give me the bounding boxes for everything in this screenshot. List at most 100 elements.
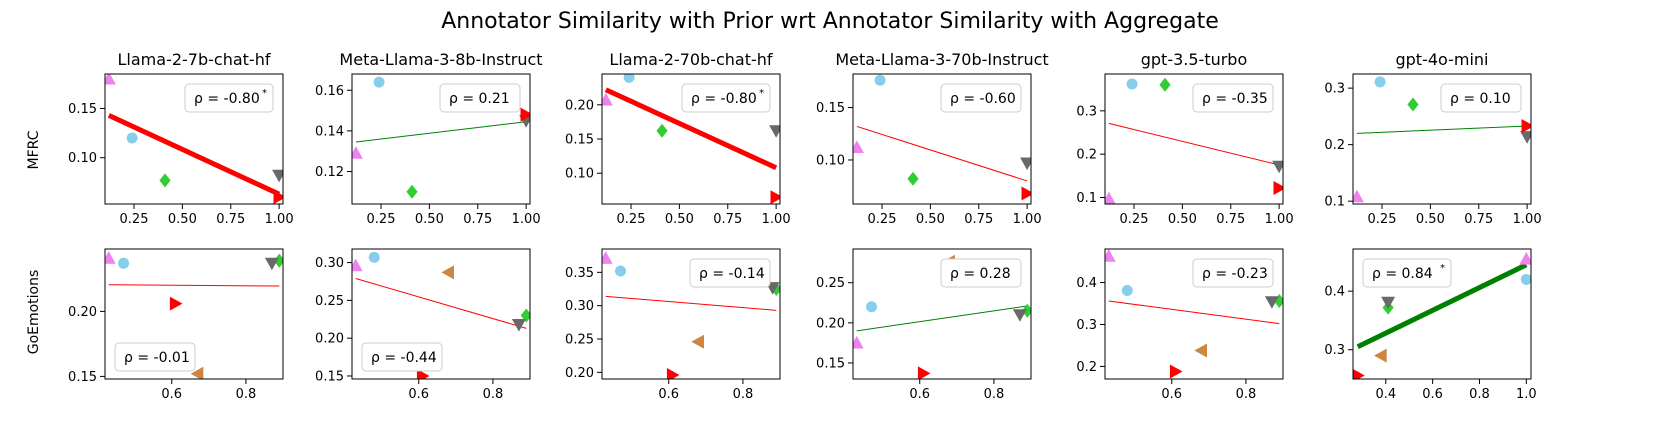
- x-tick-label: 1.00: [1265, 212, 1294, 227]
- panel-title: gpt-3.5-turbo: [1141, 50, 1248, 69]
- rho-label: ρ = -0.14: [699, 266, 765, 282]
- y-tick-label: 0.14: [315, 124, 344, 139]
- point-dimgray: [1264, 296, 1279, 309]
- axes-frame: [104, 248, 284, 380]
- rho-box: [1362, 258, 1452, 288]
- y-tick-label: 0.3: [1324, 82, 1345, 97]
- rho-label: ρ = -0.35: [1202, 91, 1268, 107]
- trend-line: [355, 121, 527, 143]
- axes-frame: [351, 73, 531, 205]
- rho-box: [681, 83, 771, 113]
- x-tick-label: 0.6: [1422, 387, 1443, 402]
- y-tick-label: 0.15: [816, 356, 845, 371]
- rho-box: [940, 258, 1022, 288]
- panel-0-5: gpt-4o-mini 0.25 0.50 0.75 1.00 0.1 0.2 0.3 ρ = …: [1324, 50, 1541, 227]
- point-skyblue: [615, 265, 627, 277]
- panels: Llama-2-7b-chat-hf 0.25 0.50 0.75 1.00 0.10 0.…: [68, 50, 1542, 402]
- y-tick-label: 0.4: [1324, 285, 1345, 300]
- point-violet: [105, 251, 116, 264]
- point-green: [520, 308, 530, 323]
- axes-frame: [104, 73, 284, 205]
- rho-box: [1440, 83, 1522, 113]
- trend-line: [1108, 300, 1280, 325]
- point-peru: [190, 366, 204, 379]
- point-red: [1353, 369, 1365, 379]
- point-red: [666, 368, 680, 379]
- rho-label: ρ = 0.84: [1372, 266, 1433, 282]
- y-tick-label: 0.25: [565, 333, 594, 348]
- x-tick-label: 0.75: [713, 212, 742, 227]
- point-skyblue: [126, 132, 138, 144]
- y-tick-label: 0.15: [68, 370, 97, 385]
- y-tick-label: 0.3: [1324, 343, 1345, 358]
- x-tick-label: 0.25: [617, 212, 646, 227]
- point-red: [917, 366, 931, 379]
- point-violet: [1105, 249, 1116, 262]
- point-skyblue: [874, 74, 886, 86]
- point-violet: [352, 258, 363, 272]
- panel-0-4: gpt-3.5-turbo 0.25 0.50 0.75 1.00 0.1 0.2 0.3 ρ …: [1076, 50, 1293, 227]
- point-peru: [441, 265, 454, 280]
- point-red: [1169, 364, 1183, 379]
- panel-title: Meta-Llama-3-70b-Instruct: [835, 50, 1048, 69]
- point-dimgray: [1012, 309, 1027, 322]
- x-tick-label: 0.50: [1168, 212, 1197, 227]
- point-skyblue: [866, 301, 878, 313]
- point-red: [1273, 181, 1283, 195]
- x-tick-label: 0.75: [216, 212, 245, 227]
- row-label-mfrc: MFRC: [26, 130, 42, 169]
- panel-0-3: Meta-Llama-3-70b-Instruct 0.25 0.50 0.75 1.0…: [816, 50, 1049, 227]
- point-violet: [602, 251, 613, 264]
- point-green: [1159, 77, 1171, 92]
- point-green: [1021, 303, 1031, 318]
- y-tick-label: 0.15: [315, 369, 344, 384]
- point-red: [169, 296, 183, 311]
- point-red: [770, 190, 780, 204]
- x-tick-label: 0.25: [367, 212, 396, 227]
- point-peru: [1374, 348, 1387, 363]
- y-tick-label: 0.10: [565, 167, 594, 182]
- significance-star: *: [1440, 263, 1445, 274]
- point-dimgray: [264, 257, 279, 271]
- x-tick-label: 0.50: [168, 212, 197, 227]
- rho-label: ρ = -0.44: [371, 350, 437, 366]
- panel-title: Llama-2-70b-chat-hf: [609, 50, 773, 69]
- trend-line: [1356, 262, 1528, 350]
- rho-box: [1192, 258, 1274, 288]
- x-tick-label: 0.50: [916, 212, 945, 227]
- x-tick-label: 0.8: [984, 387, 1005, 402]
- rho-label: ρ = -0.01: [124, 350, 190, 366]
- x-tick-label: 0.6: [1161, 387, 1182, 402]
- panel-1-2: 0.6 0.8 0.20 0.25 0.30 0.35 ρ = -0.14: [565, 248, 781, 402]
- point-red: [1021, 186, 1031, 201]
- point-skyblue: [1126, 78, 1138, 90]
- trend-line: [856, 305, 1028, 332]
- point-skyblue: [368, 251, 380, 263]
- y-tick-label: 0.20: [315, 332, 344, 347]
- point-skyblue: [623, 74, 635, 83]
- point-violet: [853, 335, 864, 349]
- axes-frame: [1104, 248, 1284, 380]
- point-skyblue: [1374, 76, 1386, 88]
- x-tick-label: 0.6: [161, 387, 182, 402]
- y-tick-label: 0.10: [816, 153, 845, 168]
- x-tick-label: 0.6: [658, 387, 679, 402]
- axes-frame: [1352, 73, 1532, 205]
- trend-line: [1356, 125, 1528, 134]
- point-green: [406, 184, 418, 199]
- point-violet: [1353, 189, 1364, 203]
- trend-line: [856, 125, 1028, 182]
- y-tick-label: 0.30: [565, 299, 594, 314]
- trend-line: [355, 277, 527, 329]
- point-green: [907, 171, 919, 186]
- point-violet: [602, 93, 613, 106]
- rho-box: [439, 83, 521, 113]
- significance-star: *: [262, 88, 267, 99]
- y-tick-label: 0.20: [565, 98, 594, 113]
- point-red: [273, 190, 283, 204]
- point-green: [273, 253, 283, 268]
- panel-1-1: 0.6 0.8 0.15 0.20 0.25 0.30 ρ = -0.44: [315, 248, 531, 402]
- axes-frame: [852, 248, 1032, 380]
- point-violet: [105, 74, 116, 85]
